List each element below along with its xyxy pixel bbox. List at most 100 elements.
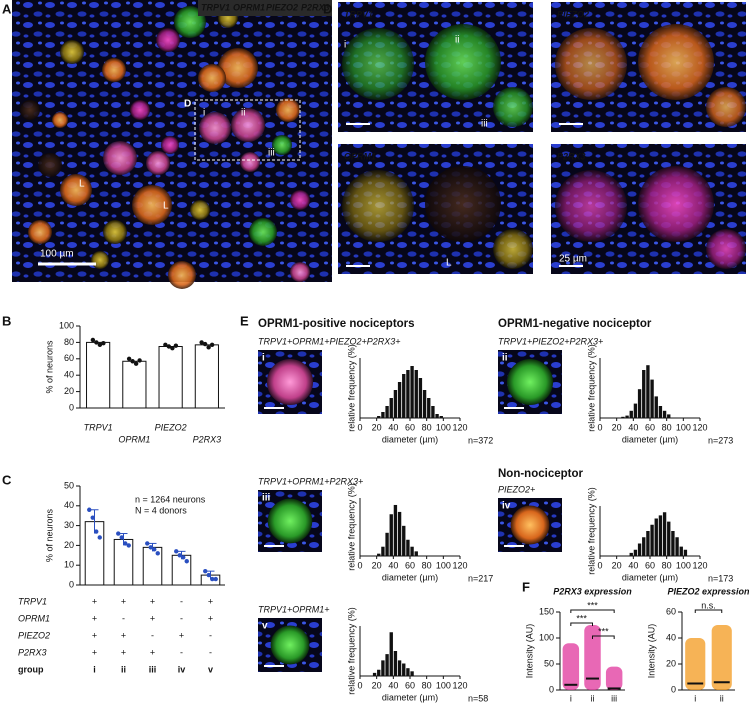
x-tick-label: 80 (422, 680, 432, 690)
cell (706, 229, 746, 269)
data-point (155, 551, 160, 556)
histogram-bar (646, 365, 650, 418)
data-spread (605, 666, 623, 690)
histogram-bar (393, 651, 398, 676)
x-tick-label: 60 (405, 680, 415, 690)
data-point (94, 529, 99, 534)
data-point (203, 568, 208, 574)
annotation: n = 1264 neurons (135, 494, 206, 504)
table-cell: + (92, 630, 97, 640)
data-spread (562, 643, 580, 690)
subtitle: TRPV1+OPRM1+ (258, 604, 330, 614)
panel-label: A (2, 1, 12, 16)
histogram-bar (377, 553, 381, 556)
x-tick-label: ii (121, 664, 126, 674)
table-cell: + (121, 596, 126, 606)
histogram-bar (654, 518, 658, 556)
row-label: P2RX3 (18, 647, 47, 657)
x-tick-label: 20 (612, 560, 622, 570)
x-tick-label: 40 (628, 422, 638, 432)
cell (276, 98, 300, 122)
data-point (206, 572, 211, 578)
annotation: n=273 (708, 435, 733, 445)
x-tick-label: 120 (692, 560, 707, 570)
histogram-bar (642, 537, 646, 556)
table-cell: + (179, 630, 184, 640)
x-axis-label: diameter (µm) (382, 692, 438, 702)
data-point (145, 541, 150, 546)
histogram-bar (418, 378, 423, 418)
chart-title: P2RX3 expression (553, 586, 632, 596)
histogram-bar (397, 511, 402, 556)
y-tick-label: 20 (64, 386, 74, 396)
x-tick-label: 100 (436, 680, 451, 690)
histogram-bar (683, 549, 688, 556)
bar (86, 341, 111, 409)
data-point (199, 340, 204, 345)
data-point (177, 553, 182, 558)
data-point (213, 576, 218, 582)
x-tick-label: 60 (405, 422, 415, 432)
x-tick-label: TRPV1 (84, 422, 113, 432)
annotation: n=58 (468, 693, 488, 703)
channel-label: OPRM1 (233, 2, 265, 12)
cell (38, 153, 62, 177)
x-tick-label: iv (178, 664, 186, 674)
cell (290, 262, 310, 282)
histogram-bar (414, 551, 418, 556)
histogram-bar (427, 398, 431, 418)
table-cell: - (209, 647, 212, 657)
x-tick-label: 0 (597, 422, 602, 432)
cell (103, 220, 127, 244)
group-marker: v (262, 621, 268, 632)
histogram-bar (658, 515, 663, 556)
annotation: n=173 (708, 573, 733, 583)
x-tick-label: 40 (388, 560, 398, 570)
cell (342, 28, 414, 100)
histogram-bar (377, 416, 381, 418)
significance-label: *** (598, 626, 609, 636)
histogram-bar (389, 398, 393, 418)
x-tick-label: iii (149, 664, 157, 674)
chart-title: PIEZO2 expression (667, 586, 749, 596)
table-cell: + (150, 613, 155, 623)
group-marker: i (262, 353, 265, 364)
y-axis-label: % of neurons (44, 508, 54, 562)
channel-label: PIEZO2 (557, 9, 589, 19)
lumen-marker: L (163, 201, 169, 212)
x-tick-label: 60 (405, 560, 415, 570)
x-axis-label: diameter (µm) (382, 572, 438, 582)
data-point (123, 541, 128, 546)
histogram-bar (621, 416, 625, 418)
cell (60, 174, 92, 206)
data-point (137, 358, 142, 363)
histogram-bar (439, 416, 443, 418)
data-point (97, 535, 102, 540)
group-marker: iii (262, 493, 271, 504)
histogram-bar (431, 406, 435, 418)
histogram-bar (406, 370, 410, 418)
data-point (173, 343, 179, 348)
histogram-bar (410, 366, 414, 418)
cell (272, 135, 292, 155)
cell (60, 40, 84, 64)
significance-label: n.s. (701, 600, 716, 610)
data-point (94, 340, 99, 345)
histogram-bar (654, 396, 658, 418)
histogram-bar (402, 525, 406, 556)
cell (102, 58, 126, 82)
row-label: OPRM1 (18, 613, 50, 623)
cell (130, 100, 150, 120)
y-tick-label: 10 (64, 560, 74, 570)
significance-bracket (592, 635, 615, 639)
panel-label: B (2, 313, 11, 328)
y-tick-label: 40 (64, 500, 74, 510)
data-point (148, 545, 153, 550)
y-tick-label: 80 (64, 337, 74, 347)
y-tick-label: 60 (64, 353, 74, 363)
table-cell: - (180, 596, 183, 606)
data-point (126, 356, 132, 361)
y-axis-label: relative frequency (%) (346, 607, 356, 695)
cell (146, 151, 170, 175)
